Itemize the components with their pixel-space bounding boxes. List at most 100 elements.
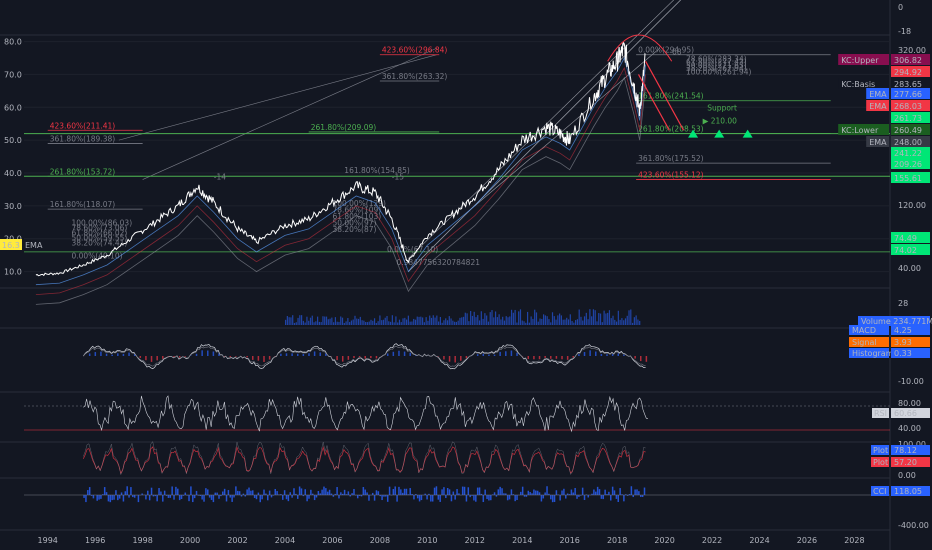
macd-histogram-bar: [392, 351, 395, 356]
macd-histogram-bar: [117, 353, 119, 356]
cci-bar: [338, 495, 340, 499]
stoch-label-tag: [871, 445, 889, 455]
cci-bar: [103, 487, 106, 495]
volume-bar: [551, 312, 554, 325]
cci-bar: [328, 489, 331, 495]
fib-small-label: 0.00%(49.10): [71, 251, 122, 260]
volume-bar: [338, 321, 340, 325]
price-label-value: 261.73: [894, 114, 922, 123]
volume-bar: [617, 310, 619, 325]
volume-bar: [292, 315, 294, 325]
macd-histogram-bar: [566, 356, 569, 360]
cci-bar: [610, 495, 612, 501]
cci-bar: [150, 487, 153, 495]
price-label-box: [891, 158, 930, 169]
macd-histogram-bar: [572, 356, 575, 358]
volume-bar: [322, 316, 324, 325]
x-axis-tick: 2014: [512, 536, 532, 545]
volume-bar: [311, 315, 313, 325]
macd-histogram-bar: [465, 356, 468, 359]
volume-bar: [605, 313, 607, 325]
volume-bar: [526, 311, 529, 325]
cci-bar: [171, 486, 173, 495]
cci-bar: [341, 493, 344, 495]
volume-bar: [615, 321, 618, 325]
cci-bar: [386, 495, 389, 502]
macd-histogram-bar: [105, 353, 108, 356]
left-axis-tick: 30.0: [4, 202, 22, 211]
cci-bar: [373, 495, 376, 501]
price-label-text: KC:Upper: [841, 56, 879, 65]
fib-level-label: 361.80%(189.38): [50, 134, 116, 143]
cci-bar: [441, 489, 443, 495]
macd-histogram-bar: [516, 352, 518, 356]
macd-histogram-bar: [533, 356, 535, 360]
macd-histogram-bar: [229, 356, 232, 358]
volume-bar: [523, 321, 525, 325]
volume-bar: [578, 309, 580, 325]
volume-bar: [516, 322, 518, 325]
fib-small-label: 50.00%(97): [332, 219, 376, 228]
macd-histogram-bar: [336, 356, 338, 361]
macd-histogram-bar: [645, 356, 648, 362]
volume-bar: [580, 316, 582, 325]
price-label-value: 74.49: [894, 234, 917, 243]
fib-small-label: -68: [669, 48, 681, 57]
volume-bar: [356, 318, 358, 325]
fib-level-label: 361.80%(175.52): [638, 154, 704, 163]
cci-bar: [454, 495, 456, 500]
cci-bar: [418, 495, 421, 502]
cci-bar: [325, 488, 327, 495]
price-label-box: [891, 124, 930, 135]
volume-bar: [585, 312, 587, 325]
cci-bar: [102, 494, 104, 495]
price-label-box: [891, 147, 930, 158]
volume-bar: [405, 319, 408, 325]
price-label-text: KC:Lower: [841, 126, 879, 135]
cci-bar: [512, 494, 515, 495]
right-axis-tick: 40.00: [898, 264, 921, 273]
cci-bar: [109, 495, 112, 503]
cci-bar: [237, 490, 239, 495]
cci-bar: [283, 490, 286, 495]
volume-bar: [624, 318, 627, 325]
fib-level-label: 261.80%(208.53): [638, 125, 704, 134]
rsi-axis-tick: 40.00: [898, 424, 921, 433]
volume-bar: [573, 322, 575, 325]
macd-label-value: 3.93: [894, 338, 912, 347]
cci-bar: [90, 495, 93, 496]
cci-bar: [623, 495, 625, 502]
cci-bar: [197, 495, 200, 496]
buy-signal-icon: [688, 129, 699, 138]
fib-small-label: 50.00%(59.55): [71, 233, 127, 242]
channel-line: [408, 0, 682, 272]
cci-bar: [231, 495, 233, 502]
macd-histogram-bar: [195, 353, 198, 356]
volume-bar: [587, 319, 589, 325]
volume-bar: [462, 316, 465, 325]
cci-bar: [253, 495, 256, 498]
cci-bar: [128, 495, 130, 498]
cci-bar: [484, 489, 486, 495]
cci-bar: [364, 489, 366, 495]
volume-bar: [576, 319, 579, 325]
price-label-value: 241.22: [894, 149, 922, 158]
macd-histogram-bar: [133, 354, 136, 356]
cci-bar: [203, 495, 205, 502]
cci-bar: [538, 492, 541, 495]
fib-trend-line: [118, 54, 437, 141]
macd-histogram-bar: [274, 356, 276, 357]
macd-histogram-bar: [201, 350, 203, 356]
cci-bar: [497, 489, 500, 495]
rsi-line: [83, 395, 648, 433]
cci-bar: [445, 495, 447, 499]
cci-bar: [289, 492, 291, 495]
price-line: [35, 42, 646, 277]
volume-bar: [583, 316, 586, 325]
cci-bar: [280, 494, 282, 495]
cci-bar: [300, 488, 303, 495]
volume-bar: [532, 318, 534, 325]
macd-histogram-bar: [302, 354, 305, 356]
